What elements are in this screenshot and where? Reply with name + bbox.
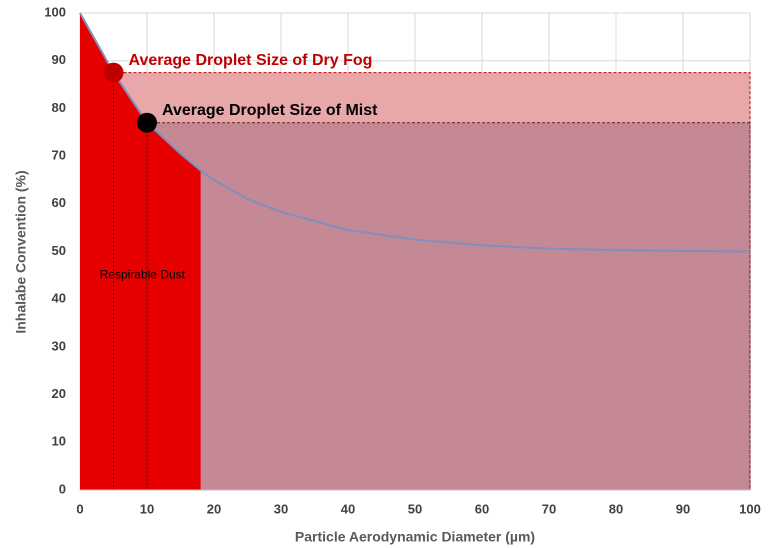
marker-dot [103, 62, 124, 83]
y-tick-label: 10 [52, 434, 66, 449]
x-tick-label: 50 [408, 501, 422, 516]
y-tick-label: 50 [52, 243, 66, 258]
x-tick-label: 70 [542, 501, 556, 516]
range-box [113, 72, 751, 491]
x-tick-label: 10 [140, 501, 154, 516]
x-tick-label: 30 [274, 501, 288, 516]
y-tick-label: 60 [52, 195, 66, 210]
y-tick-label: 80 [52, 100, 66, 115]
x-tick-label: 0 [76, 501, 83, 516]
line [79, 12, 751, 253]
marker-dot [137, 112, 157, 133]
x-tick-label: 60 [475, 501, 489, 516]
y-tick-label: 30 [52, 338, 66, 353]
x-tick-label: 20 [207, 501, 221, 516]
y-axis-title: Inhalabe Convention (%) [13, 170, 29, 333]
x-tick-label: 100 [739, 501, 761, 516]
x-tick-label: 80 [609, 501, 623, 516]
y-tick-label: 40 [52, 291, 66, 306]
region-area [80, 13, 201, 490]
y-tick-label: 0 [59, 481, 66, 496]
y-tick-label: 70 [52, 148, 66, 163]
x-axis-title: Particle Aerodynamic Diameter (µm) [295, 529, 535, 545]
y-tick-label: 20 [52, 386, 66, 401]
range-box [146, 122, 751, 491]
x-tick-label: 40 [341, 501, 355, 516]
y-tick-label: 90 [52, 52, 66, 67]
marker-label: Average Droplet Size of Dry Fog [129, 52, 373, 69]
y-tick-label: 100 [44, 4, 66, 19]
region-label: Respirable Dust [100, 268, 186, 282]
x-tick-label: 90 [676, 501, 690, 516]
marker-label: Average Droplet Size of Mist [162, 102, 378, 119]
